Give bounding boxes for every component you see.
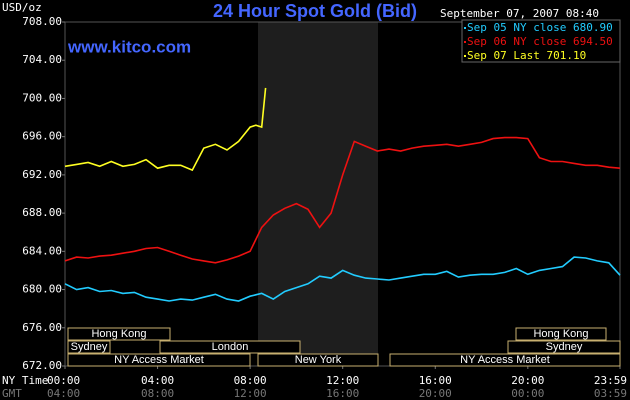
x-tick-label: 23:59	[594, 374, 627, 387]
session-bar	[67, 327, 171, 341]
session-label: Sydney	[71, 341, 108, 353]
x2-tick-label: 16:00	[326, 387, 359, 400]
legend-swatch	[464, 27, 466, 29]
watermark: www.kitco.com	[67, 37, 191, 56]
y-tick-label: 708.00	[22, 15, 62, 28]
y-tick-label: 684.00	[22, 244, 62, 257]
x2-axis-label: GMT	[2, 387, 22, 400]
price-line	[64, 87, 267, 172]
y-tick-label: 692.00	[22, 168, 62, 181]
price-line	[64, 256, 621, 302]
session-bar	[515, 327, 607, 341]
x-tick-label: 20:00	[511, 374, 544, 387]
legend-entry: Sep 07 Last 701.10	[467, 49, 586, 62]
x2-tick-label: 08:00	[141, 387, 174, 400]
x-tick-label: 08:00	[234, 374, 267, 387]
y-tick-label: 688.00	[22, 206, 62, 219]
session-bar	[507, 340, 621, 354]
y-tick-label: 680.00	[22, 283, 62, 296]
x-tick-label: 04:00	[141, 374, 174, 387]
x2-tick-label: 03:59	[594, 387, 627, 400]
x-tick-label: 16:00	[419, 374, 452, 387]
session-label: Sydney	[546, 341, 583, 353]
y-tick-label: 676.00	[22, 321, 62, 334]
session-label: Hong Kong	[91, 328, 146, 340]
x2-tick-label: 12:00	[234, 387, 267, 400]
session-label: Hong Kong	[533, 328, 588, 340]
session-label: NY Access Market	[460, 354, 550, 366]
chart-title: 24 Hour Spot Gold (Bid)	[213, 1, 417, 21]
session-label: NY Access Market	[114, 354, 204, 366]
x2-tick-label: 00:00	[511, 387, 544, 400]
legend-box	[461, 19, 621, 63]
y-axis-label: USD/oz	[2, 1, 42, 14]
session-label: London	[212, 341, 249, 353]
session-bar	[389, 353, 621, 367]
legend-swatch	[464, 41, 466, 43]
session-bar	[67, 353, 251, 367]
legend-swatch	[464, 55, 466, 57]
x-tick-label: 12:00	[326, 374, 359, 387]
x-axis-label: NY Time	[2, 374, 48, 387]
ny-session-band	[258, 22, 378, 366]
timestamp: September 07, 2007 08:40	[440, 7, 599, 20]
session-bar	[257, 353, 379, 367]
x-tick-label: 00:00	[47, 374, 80, 387]
y-tick-label: 672.00	[22, 359, 62, 372]
y-tick-label: 700.00	[22, 91, 62, 104]
price-line	[64, 136, 621, 264]
session-bar	[67, 340, 111, 354]
y-tick-label: 696.00	[22, 130, 62, 143]
x2-tick-label: 20:00	[419, 387, 452, 400]
legend-entry: Sep 05 NY close 680.90	[467, 21, 613, 34]
session-label: New York	[295, 354, 342, 366]
x2-tick-label: 04:00	[47, 387, 80, 400]
session-bar	[159, 340, 301, 354]
legend-entry: Sep 06 NY close 694.50	[467, 35, 613, 48]
y-tick-label: 704.00	[22, 53, 62, 66]
